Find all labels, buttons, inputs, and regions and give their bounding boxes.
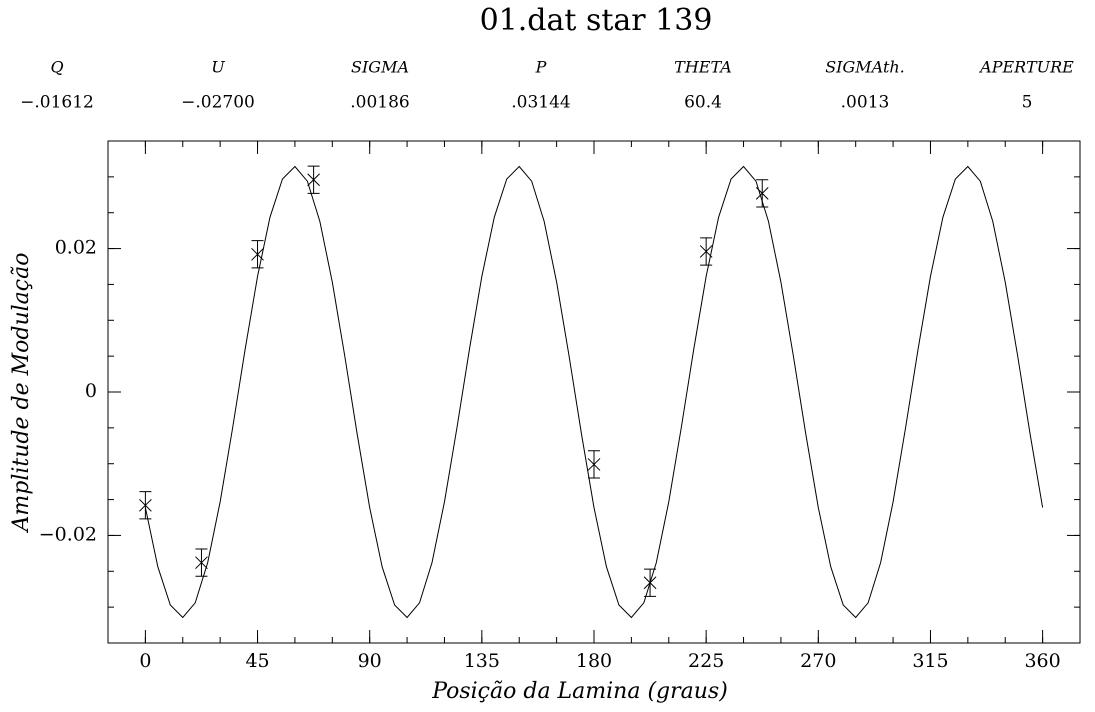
x-tick-label: 180 xyxy=(576,650,612,672)
header-label: SIGMA xyxy=(351,58,409,77)
data-point xyxy=(139,498,152,512)
header-value: −.01612 xyxy=(20,93,94,113)
x-tick-label: 270 xyxy=(800,650,836,672)
data-point xyxy=(251,247,264,261)
data-point xyxy=(587,458,601,471)
header-value: −.02700 xyxy=(181,93,255,113)
data-point xyxy=(307,173,320,187)
data-point xyxy=(699,245,713,258)
data-point xyxy=(643,576,657,590)
x-tick-label: 45 xyxy=(245,650,269,672)
chart-title: 01.dat star 139 xyxy=(480,3,713,38)
data-point xyxy=(755,186,769,200)
x-tick-label: 90 xyxy=(358,650,382,672)
header-label: THETA xyxy=(674,58,732,77)
header-value: 5 xyxy=(1022,93,1033,113)
plot-frame xyxy=(107,140,1081,644)
header-label: APERTURE xyxy=(978,58,1074,77)
header-value: .03144 xyxy=(511,93,570,113)
y-tick-label: −0.02 xyxy=(39,523,97,545)
x-axis-label: Posição da Lamina (graus) xyxy=(431,679,728,704)
data-point xyxy=(195,556,208,570)
fit-curve xyxy=(144,165,1044,619)
x-tick-label: 135 xyxy=(464,650,500,672)
y-tick-label: 0.02 xyxy=(55,237,97,259)
header-label: Q xyxy=(50,58,63,77)
header-value: .0013 xyxy=(841,93,890,113)
header-label: U xyxy=(211,58,225,77)
x-tick-label: 360 xyxy=(1024,650,1060,672)
x-tick-label: 315 xyxy=(912,650,948,672)
header-label: P xyxy=(535,58,547,77)
x-tick-label: 0 xyxy=(139,650,151,672)
header-label: SIGMAth. xyxy=(825,58,905,77)
y-tick-label: 0 xyxy=(85,380,97,402)
x-tick-label: 225 xyxy=(688,650,724,672)
header-value: 60.4 xyxy=(684,93,722,113)
y-axis-label: Amplitude de Modulação xyxy=(9,253,34,534)
header-value: .00186 xyxy=(350,93,409,113)
